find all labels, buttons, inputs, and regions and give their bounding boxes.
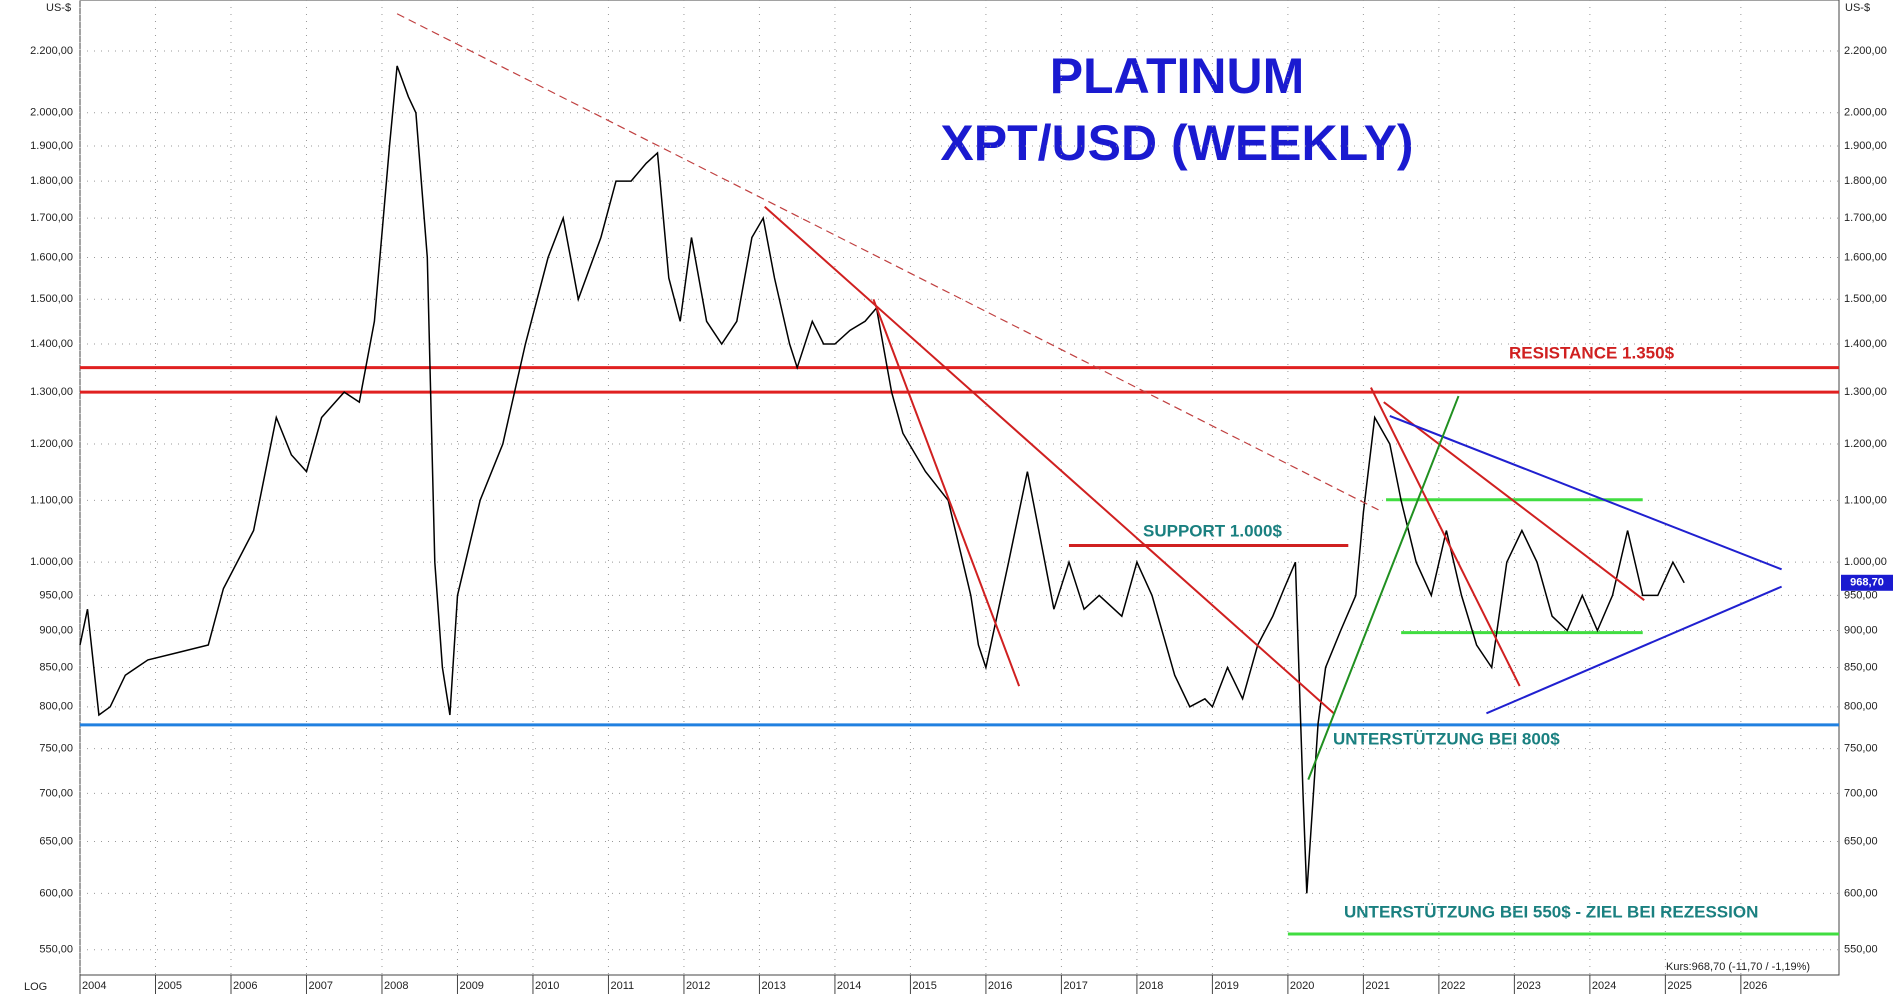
trendline [1307,395,1460,781]
x-tick-label: 2025 [1667,980,1691,992]
y-tick-label: 1.300,00 [1844,386,1887,398]
x-tick-label: 2007 [308,980,332,992]
y-tick-label: 600,00 [39,887,73,899]
x-tick-label: 2015 [912,980,936,992]
y-tick-label: 1.000,00 [1844,556,1887,568]
x-tick-label: 2012 [686,980,710,992]
y-unit: US-$ [1845,2,1870,14]
x-tick-label: 2013 [761,980,785,992]
y-tick-label: 900,00 [39,624,73,636]
quote-text: Kurs:968,70 (-11,70 / -1,19%) [1666,961,1810,973]
y-tick-label: 1.900,00 [1844,140,1887,152]
x-tick-label: 2023 [1516,980,1540,992]
y-tick-label: 850,00 [1844,661,1878,673]
y-tick-label: 1.500,00 [1844,293,1887,305]
y-tick-label: 900,00 [1844,624,1878,636]
price-tag-label: 968,70 [1850,577,1884,589]
x-tick-label: 2020 [1290,980,1314,992]
chart-subtitle: XPT/USD (WEEKLY) [940,115,1413,171]
trendline [1486,585,1783,715]
y-tick-label: 1.200,00 [30,438,73,450]
x-tick-label: 2004 [82,980,106,992]
trendline [1370,387,1521,687]
y-tick-label: 600,00 [1844,887,1878,899]
y-tick-label: 550,00 [39,944,73,956]
x-tick-label: 2010 [535,980,559,992]
y-tick-label: 850,00 [39,661,73,673]
y-tick-label: 700,00 [1844,787,1878,799]
y-tick-label: 650,00 [39,835,73,847]
x-tick-label: 2014 [837,980,861,992]
y-tick-label: 1.700,00 [30,212,73,224]
x-tick-label: 2022 [1441,980,1465,992]
y-tick-label: 2.200,00 [1844,45,1887,57]
y-tick-label: 750,00 [39,743,73,755]
y-tick-label: 1.100,00 [1844,494,1887,506]
x-tick-label: 2018 [1139,980,1163,992]
x-tick-label: 2008 [384,980,408,992]
annotation: UNTERSTÜTZUNG BEI 800$ [1333,729,1560,748]
y-tick-label: 800,00 [1844,701,1878,713]
y-tick-label: 800,00 [39,701,73,713]
annotation: RESISTANCE 1.350$ [1509,343,1675,362]
price-line [79,65,1685,894]
y-tick-label: 950,00 [39,589,73,601]
y-tick-label: 2.200,00 [30,45,73,57]
trendline [872,298,1021,687]
y-tick-label: 2.000,00 [1844,107,1887,119]
y-tick-label: 1.600,00 [1844,251,1887,263]
x-tick-label: 2026 [1743,980,1767,992]
x-tick-label: 2024 [1592,980,1616,992]
x-tick-label: 2005 [157,980,181,992]
y-tick-label: 750,00 [1844,743,1878,755]
trendline [1389,415,1782,571]
y-tick-label: 1.100,00 [30,494,73,506]
annotation: SUPPORT 1.000$ [1143,521,1282,540]
trendline [764,206,1336,715]
x-tick-label: 2006 [233,980,257,992]
x-tick-label: 2009 [459,980,483,992]
chart-title: PLATINUM [1050,48,1305,104]
y-tick-label: 1.800,00 [1844,175,1887,187]
y-tick-label: 1.900,00 [30,140,73,152]
x-tick-label: 2011 [610,980,634,992]
y-tick-label: 1.800,00 [30,175,73,187]
trendline [396,13,1379,511]
y-tick-label: 1.000,00 [30,556,73,568]
plot-frame [79,0,1840,976]
y-tick-label: 2.000,00 [30,107,73,119]
annotation: UNTERSTÜTZUNG BEI 550$ - ZIEL BEI REZESS… [1344,902,1758,921]
x-tick-label: 2021 [1365,980,1389,992]
y-tick-label: 550,00 [1844,944,1878,956]
y-tick-label: 700,00 [39,787,73,799]
y-tick-label: 650,00 [1844,835,1878,847]
x-tick-label: 2017 [1063,980,1087,992]
trendline [1383,401,1645,602]
y-tick-label: 1.400,00 [1844,338,1887,350]
y-tick-label: 950,00 [1844,589,1878,601]
y-tick-label: 1.200,00 [1844,438,1887,450]
y-tick-label: 1.400,00 [30,338,73,350]
price-tag [1841,574,1893,591]
x-tick-label: 2019 [1214,980,1238,992]
y-unit: US-$ [46,2,71,14]
scale-label: LOG [24,981,47,993]
y-tick-label: 1.700,00 [1844,212,1887,224]
y-tick-label: 1.500,00 [30,293,73,305]
y-tick-label: 1.300,00 [30,386,73,398]
x-tick-label: 2016 [988,980,1012,992]
y-tick-label: 1.600,00 [30,251,73,263]
